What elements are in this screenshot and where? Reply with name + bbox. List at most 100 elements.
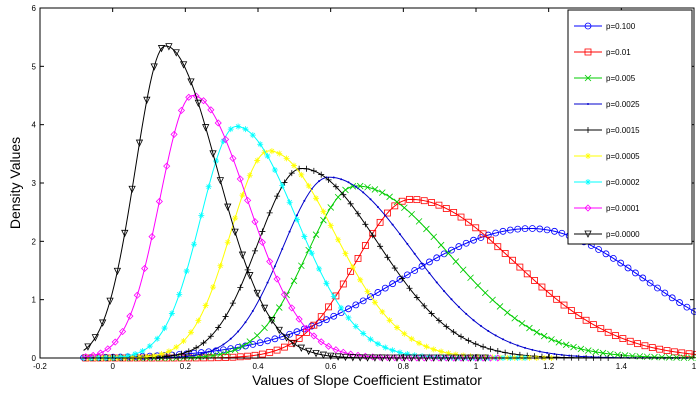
data-point [384, 254, 391, 261]
data-point [435, 354, 443, 362]
data-point [273, 275, 281, 283]
data-point [266, 348, 274, 356]
data-point [157, 45, 166, 53]
data-point [207, 350, 210, 353]
data-point [592, 348, 599, 356]
data-point [286, 330, 294, 338]
data-point [421, 262, 424, 265]
data-point [106, 297, 114, 306]
data-point [334, 353, 342, 361]
data-point [389, 280, 397, 288]
data-point [341, 353, 350, 362]
data-point [523, 270, 531, 278]
data-point [170, 130, 178, 139]
data-point [237, 284, 244, 291]
data-point [224, 239, 231, 246]
data-point [553, 354, 560, 361]
data-point [340, 178, 343, 181]
data-point [494, 348, 501, 355]
data-point [377, 243, 384, 250]
data-point [244, 321, 247, 324]
data-point [435, 281, 438, 284]
data-point [183, 268, 190, 275]
data-point [332, 183, 339, 190]
data-point [561, 354, 568, 361]
data-point [238, 251, 247, 259]
data-point [239, 342, 246, 350]
data-point [479, 230, 487, 238]
data-point [514, 225, 522, 233]
data-point [538, 350, 541, 353]
data-point [379, 308, 386, 315]
data-point [501, 250, 509, 257]
data-point [165, 43, 173, 51]
data-point [352, 301, 360, 309]
data-point [575, 312, 583, 319]
data-point [319, 351, 328, 359]
data-point [217, 350, 224, 358]
data-point [332, 346, 340, 354]
data-point [511, 314, 518, 322]
data-point [281, 343, 288, 351]
data-point [558, 229, 566, 237]
data-point [648, 344, 656, 351]
data-point [472, 354, 480, 362]
series-p=0.100 [80, 225, 696, 362]
data-point [479, 354, 487, 362]
data-point [413, 354, 421, 362]
data-point [430, 346, 437, 353]
data-point [403, 271, 411, 279]
data-point [273, 265, 276, 268]
data-point [501, 338, 504, 341]
data-point [295, 315, 303, 323]
data-point [139, 348, 146, 355]
data-point [266, 281, 269, 284]
data-point [229, 337, 232, 340]
data-point [310, 332, 318, 340]
data-point [290, 277, 298, 285]
data-point [224, 349, 232, 356]
data-point [391, 354, 399, 362]
data-point [143, 353, 150, 360]
data-point [391, 223, 394, 226]
data-point [374, 340, 381, 347]
legend-item: p=0.01 [574, 48, 631, 57]
data-point [150, 63, 158, 71]
data-point [335, 236, 342, 243]
data-point [242, 126, 249, 133]
data-point [560, 301, 568, 309]
data-point [567, 307, 575, 314]
data-point [401, 204, 408, 212]
data-point [146, 343, 153, 350]
data-point [371, 186, 379, 193]
data-point [268, 317, 276, 325]
data-point [685, 350, 693, 358]
data-point [369, 353, 377, 361]
data-point [443, 290, 446, 293]
data-point [217, 262, 224, 269]
data-point [399, 275, 406, 282]
data-point [318, 171, 325, 178]
data-point [413, 252, 416, 255]
data-point [165, 348, 172, 355]
data-point [643, 353, 651, 361]
data-point [260, 304, 269, 313]
data-point [533, 329, 541, 336]
data-point [280, 290, 288, 299]
data-point [301, 233, 308, 240]
data-point [168, 310, 175, 317]
data-point [229, 353, 237, 361]
data-point [264, 337, 271, 345]
data-point [195, 317, 202, 324]
data-point [194, 99, 202, 108]
data-point [506, 226, 514, 234]
data-point [288, 170, 295, 177]
data-point [614, 351, 621, 359]
data-point [232, 215, 239, 222]
data-point [290, 162, 297, 169]
data-point [531, 277, 538, 284]
data-point [526, 324, 533, 332]
data-point [670, 348, 678, 356]
x-tick-label: 0.4 [252, 362, 264, 371]
data-point [624, 264, 632, 272]
